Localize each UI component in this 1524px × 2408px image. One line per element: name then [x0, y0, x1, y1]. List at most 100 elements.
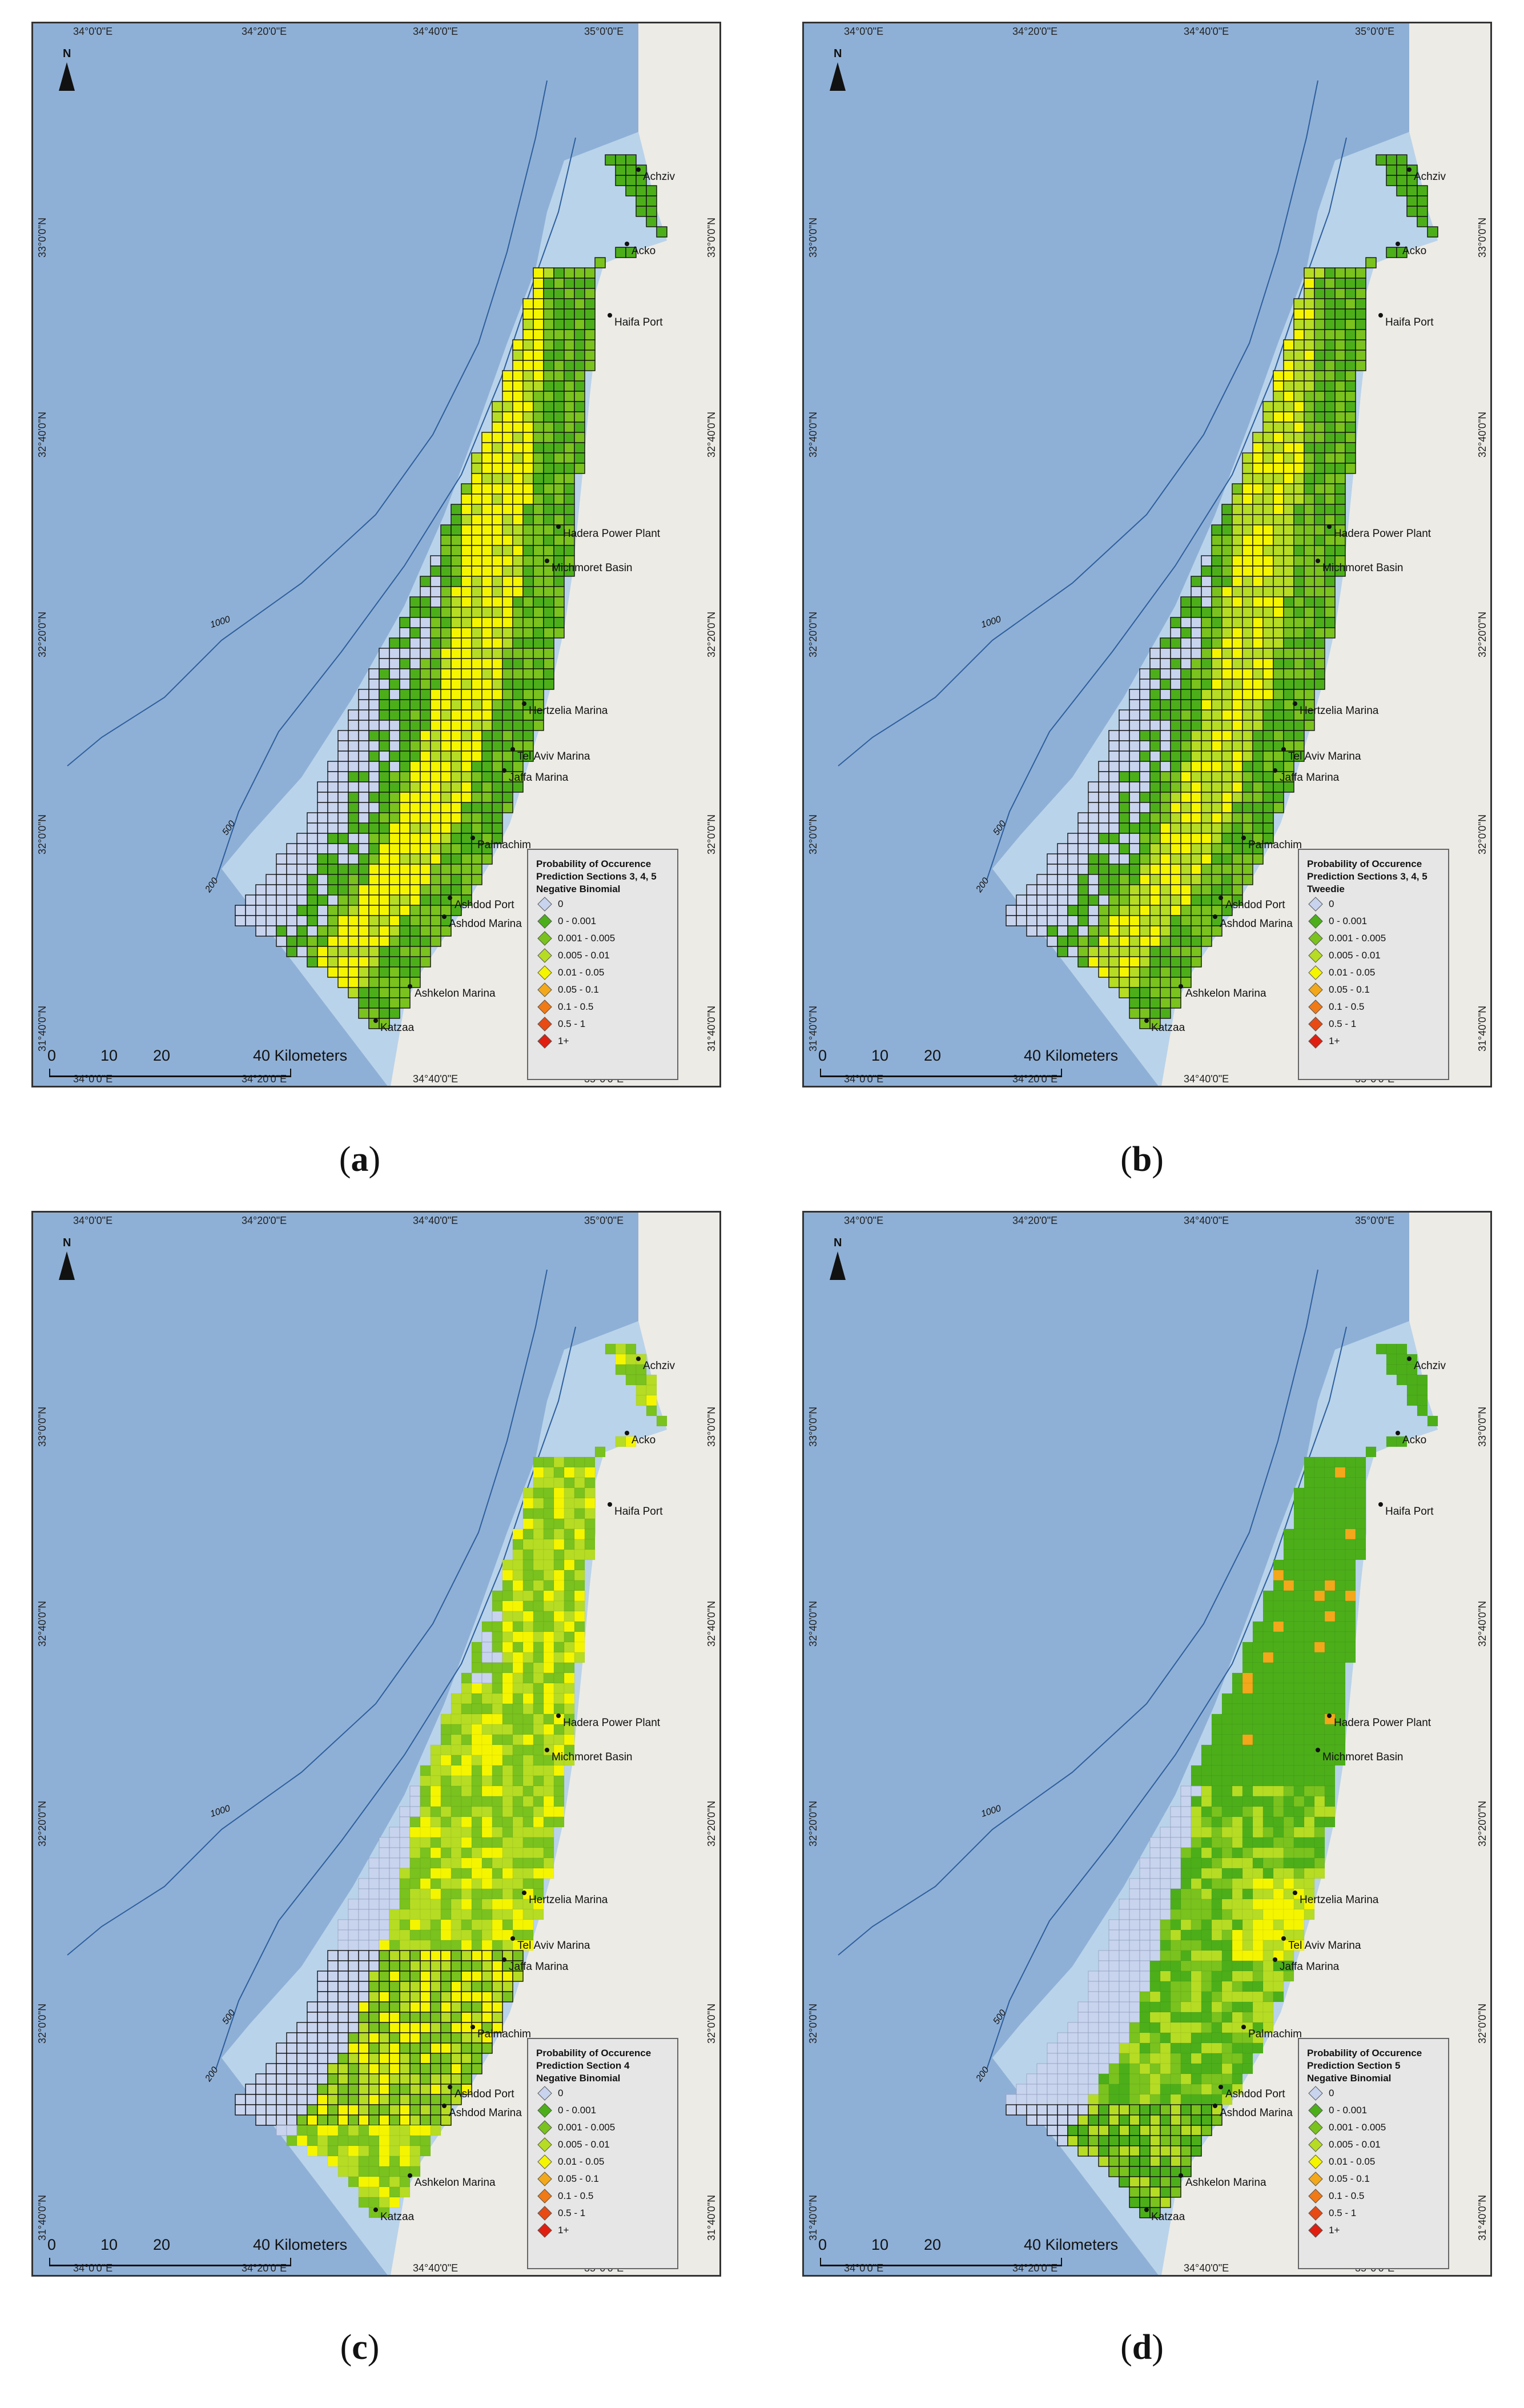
grid-cell — [1293, 319, 1305, 330]
grid-cell — [1262, 473, 1274, 484]
grid-cell — [276, 925, 287, 937]
grid-cell — [1047, 915, 1058, 926]
grid-cell — [430, 2114, 441, 2126]
grid-cell — [1180, 1878, 1192, 1889]
grid-cell — [1314, 1508, 1325, 1519]
grid-cell — [1108, 822, 1120, 834]
grid-cell — [1334, 483, 1346, 495]
grid-cell — [533, 442, 544, 453]
grid-cell — [1273, 658, 1284, 669]
grid-cell — [358, 792, 369, 803]
grid-cell — [327, 2125, 339, 2136]
grid-cell — [1221, 617, 1233, 628]
grid-cell — [296, 853, 308, 865]
grid-cell — [1108, 2094, 1120, 2105]
grid-cell — [399, 812, 411, 824]
grid-cell — [471, 452, 482, 464]
grid-cell — [1211, 524, 1223, 536]
grid-cell — [368, 864, 380, 875]
grid-cell — [1139, 802, 1151, 813]
grid-cell — [379, 2114, 390, 2126]
grid-cell — [522, 432, 534, 443]
grid-cell — [1077, 2135, 1089, 2146]
grid-cell — [1283, 709, 1294, 721]
grid-cell — [1334, 1559, 1346, 1571]
grid-cell — [1427, 226, 1438, 238]
grid-cell — [1160, 2042, 1171, 2054]
grid-cell — [1273, 607, 1284, 618]
grid-cell — [574, 1498, 585, 1509]
place-label: Jaffa Marina — [509, 772, 569, 784]
grid-cell — [1242, 802, 1253, 813]
grid-cell — [337, 802, 349, 813]
grid-cell — [1221, 689, 1233, 700]
grid-cell — [1334, 493, 1346, 505]
grid-cell — [1293, 1590, 1305, 1602]
grid-cell — [1149, 987, 1161, 998]
grid-cell — [1221, 1868, 1233, 1879]
grid-cell — [1160, 761, 1171, 772]
grid-cell — [522, 1806, 534, 1817]
grid-cell — [543, 432, 554, 443]
grid-cell — [440, 1847, 452, 1859]
grid-cell — [1262, 1652, 1274, 1663]
grid-cell — [368, 2032, 380, 2044]
grid-cell — [1232, 751, 1243, 762]
grid-cell — [296, 915, 308, 926]
grid-cell — [451, 1919, 462, 1931]
grid-cell — [564, 504, 575, 515]
grid-cell — [1201, 792, 1212, 803]
grid-cell — [1191, 1837, 1202, 1848]
grid-cell — [1324, 370, 1336, 382]
grid-cell — [522, 1631, 534, 1643]
grid-cell — [337, 956, 349, 968]
grid-cell — [1211, 1919, 1223, 1931]
grid-cell — [348, 925, 359, 937]
grid-cell — [1149, 699, 1161, 711]
grid-cell — [1262, 1960, 1274, 1972]
grid-cell — [1324, 350, 1336, 361]
grid-cell — [574, 1539, 585, 1550]
grid-cell — [317, 781, 328, 793]
grid-cell — [471, 545, 482, 556]
grid-cell — [399, 627, 411, 639]
grid-cell — [543, 1611, 554, 1622]
grid-cell — [1047, 936, 1058, 947]
grid-cell — [1077, 864, 1089, 875]
grid-cell — [502, 1713, 513, 1725]
grid-cell — [1170, 936, 1181, 947]
grid-cell — [1170, 1878, 1181, 1889]
grid-cell — [471, 1919, 482, 1931]
grid-cell — [379, 1847, 390, 1859]
grid-cell — [1242, 1775, 1253, 1787]
grid-cell — [1149, 874, 1161, 885]
grid-cell — [1283, 1837, 1294, 1848]
grid-cell — [1324, 607, 1336, 618]
grid-cell — [1283, 648, 1294, 659]
grid-cell — [512, 1796, 524, 1807]
grid-cell — [1314, 1477, 1325, 1488]
grid-cell — [296, 833, 308, 844]
grid-cell — [615, 164, 626, 176]
place-marker — [448, 896, 452, 900]
grid-cell — [1304, 720, 1315, 731]
grid-cell — [492, 1919, 503, 1931]
grid-cell — [1242, 1693, 1253, 1704]
grid-cell — [553, 432, 565, 443]
grid-cell — [430, 596, 441, 608]
grid-cell — [1283, 1621, 1294, 1632]
grid-cell — [440, 565, 452, 577]
grid-cell — [327, 2104, 339, 2116]
grid-cell — [1252, 1868, 1264, 1879]
grid-cell — [1139, 925, 1151, 937]
grid-cell — [1242, 1652, 1253, 1663]
grid-cell — [1252, 493, 1264, 505]
grid-cell — [409, 1960, 421, 1972]
grid-cell — [1314, 339, 1325, 351]
grid-cell — [1088, 812, 1099, 824]
grid-cell — [1283, 370, 1294, 382]
grid-cell — [420, 894, 431, 906]
grid-cell — [1293, 442, 1305, 453]
grid-cell — [1160, 2156, 1171, 2167]
grid-cell — [1242, 473, 1253, 484]
